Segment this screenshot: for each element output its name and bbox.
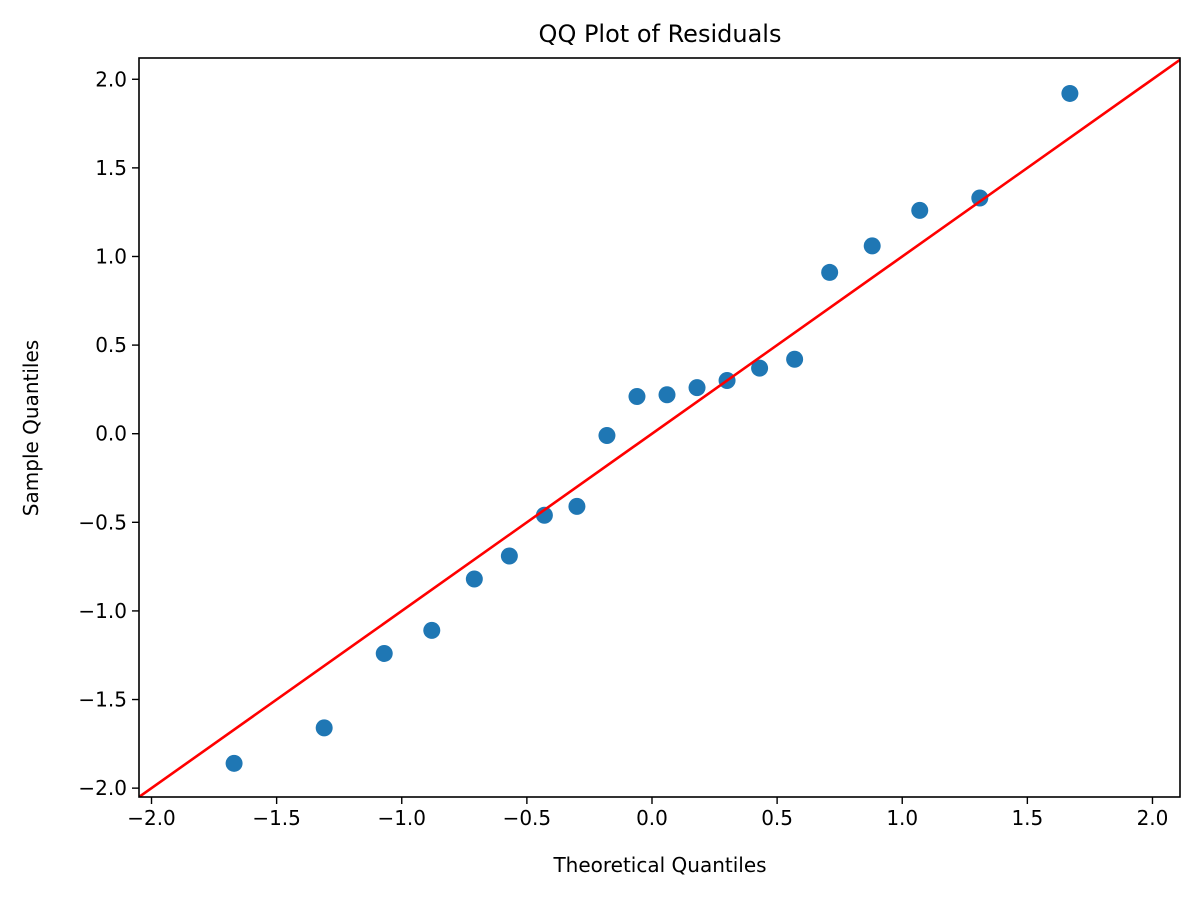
x-tick-label: 1.5 (1011, 806, 1043, 830)
x-tick-label: 2.0 (1137, 806, 1169, 830)
y-axis-label: Sample Quantiles (19, 340, 43, 516)
data-point (568, 497, 586, 515)
data-point (315, 719, 333, 737)
data-point (225, 754, 243, 772)
data-point (786, 350, 804, 368)
y-tick-label: −1.5 (78, 688, 127, 712)
y-tick-label: −2.0 (78, 776, 127, 800)
data-point (465, 570, 483, 588)
x-tick-label: −1.5 (252, 806, 301, 830)
x-tick-label: −1.0 (377, 806, 426, 830)
data-point (628, 387, 646, 405)
reference-line (139, 58, 1180, 797)
x-axis-label: Theoretical Quantiles (552, 853, 766, 877)
data-point (911, 201, 929, 219)
x-tick-label: −0.5 (503, 806, 552, 830)
data-point (535, 506, 553, 524)
data-point (423, 621, 441, 639)
data-point (1061, 84, 1079, 102)
x-tick-label: 0.0 (636, 806, 668, 830)
data-point (821, 263, 839, 281)
data-point (598, 426, 616, 444)
data-point (863, 237, 881, 255)
data-point (751, 359, 769, 377)
y-tick-label: −1.0 (78, 599, 127, 623)
y-tick-label: 2.0 (95, 67, 127, 91)
y-tick-label: 1.5 (95, 156, 127, 180)
y-tick-label: 0.5 (95, 333, 127, 357)
x-tick-label: −2.0 (127, 806, 176, 830)
data-point (658, 386, 676, 404)
x-tick-label: 1.0 (886, 806, 918, 830)
y-tick-label: 0.0 (95, 422, 127, 446)
data-point (688, 379, 706, 397)
data-point (971, 189, 989, 207)
data-point (375, 644, 393, 662)
x-tick-label: 0.5 (761, 806, 793, 830)
y-tick-label: −0.5 (78, 510, 127, 534)
y-tick-label: 1.0 (95, 244, 127, 268)
data-point (500, 547, 518, 565)
plot-area: −2.0 −1.5 −1.0 −0.5 0.0 0.5 1.0 1.5 2.0 −2.0 −1.5 −… (78, 57, 1181, 830)
chart-title: QQ Plot of Residuals (539, 20, 782, 48)
plot-frame (138, 57, 1181, 798)
